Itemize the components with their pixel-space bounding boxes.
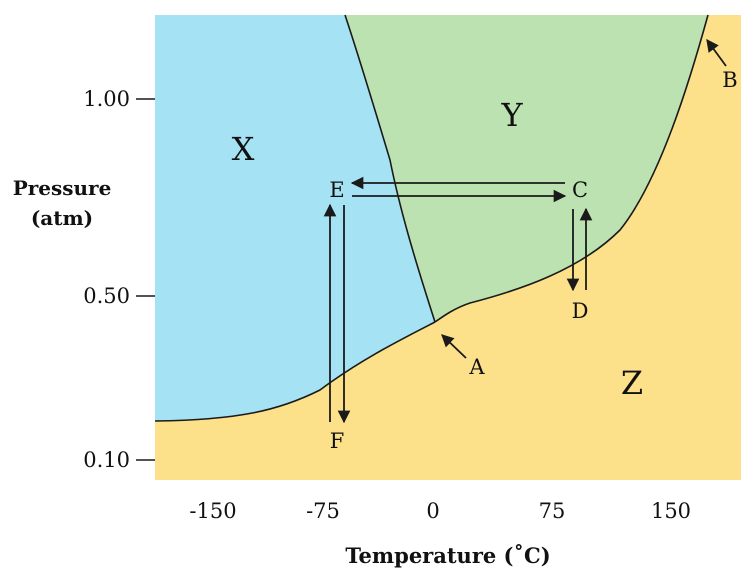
point-label-b: B: [722, 68, 737, 92]
point-label-c: C: [572, 178, 588, 202]
region-z-label: Z: [621, 364, 643, 402]
sublimation-curve: [154, 321, 436, 422]
y-tick-label-1: 1.00: [83, 87, 130, 111]
point-label-d: D: [572, 299, 589, 323]
x-tick-label-2: -75: [306, 499, 340, 523]
y-tick-label-2: 0.50: [83, 284, 130, 308]
x-tick-label-4: 75: [539, 499, 566, 523]
point-label-e: E: [329, 178, 344, 202]
region-x-label: X: [232, 130, 255, 168]
x-tick-label-5: 150: [651, 499, 691, 523]
y-tick-label-3: 0.10: [83, 448, 130, 472]
y-axis-title-line1: Pressure: [13, 176, 112, 200]
x-tick-label-1: -150: [189, 499, 236, 523]
x-tick-label-3: 0: [426, 499, 439, 523]
pointer-b: [706, 38, 727, 67]
region-y-fill: [345, 15, 708, 322]
y-axis-title-line2: (atm): [31, 206, 93, 230]
region-y-label: Y: [500, 96, 523, 134]
x-axis-title: Temperature (˚C): [345, 543, 550, 568]
point-label-f: F: [330, 429, 345, 453]
fusion-curve: [344, 14, 436, 323]
vaporization-curve: [434, 14, 709, 323]
point-label-a: A: [468, 355, 485, 379]
pointer-a: [441, 334, 467, 359]
region-x-fill: [155, 15, 435, 421]
